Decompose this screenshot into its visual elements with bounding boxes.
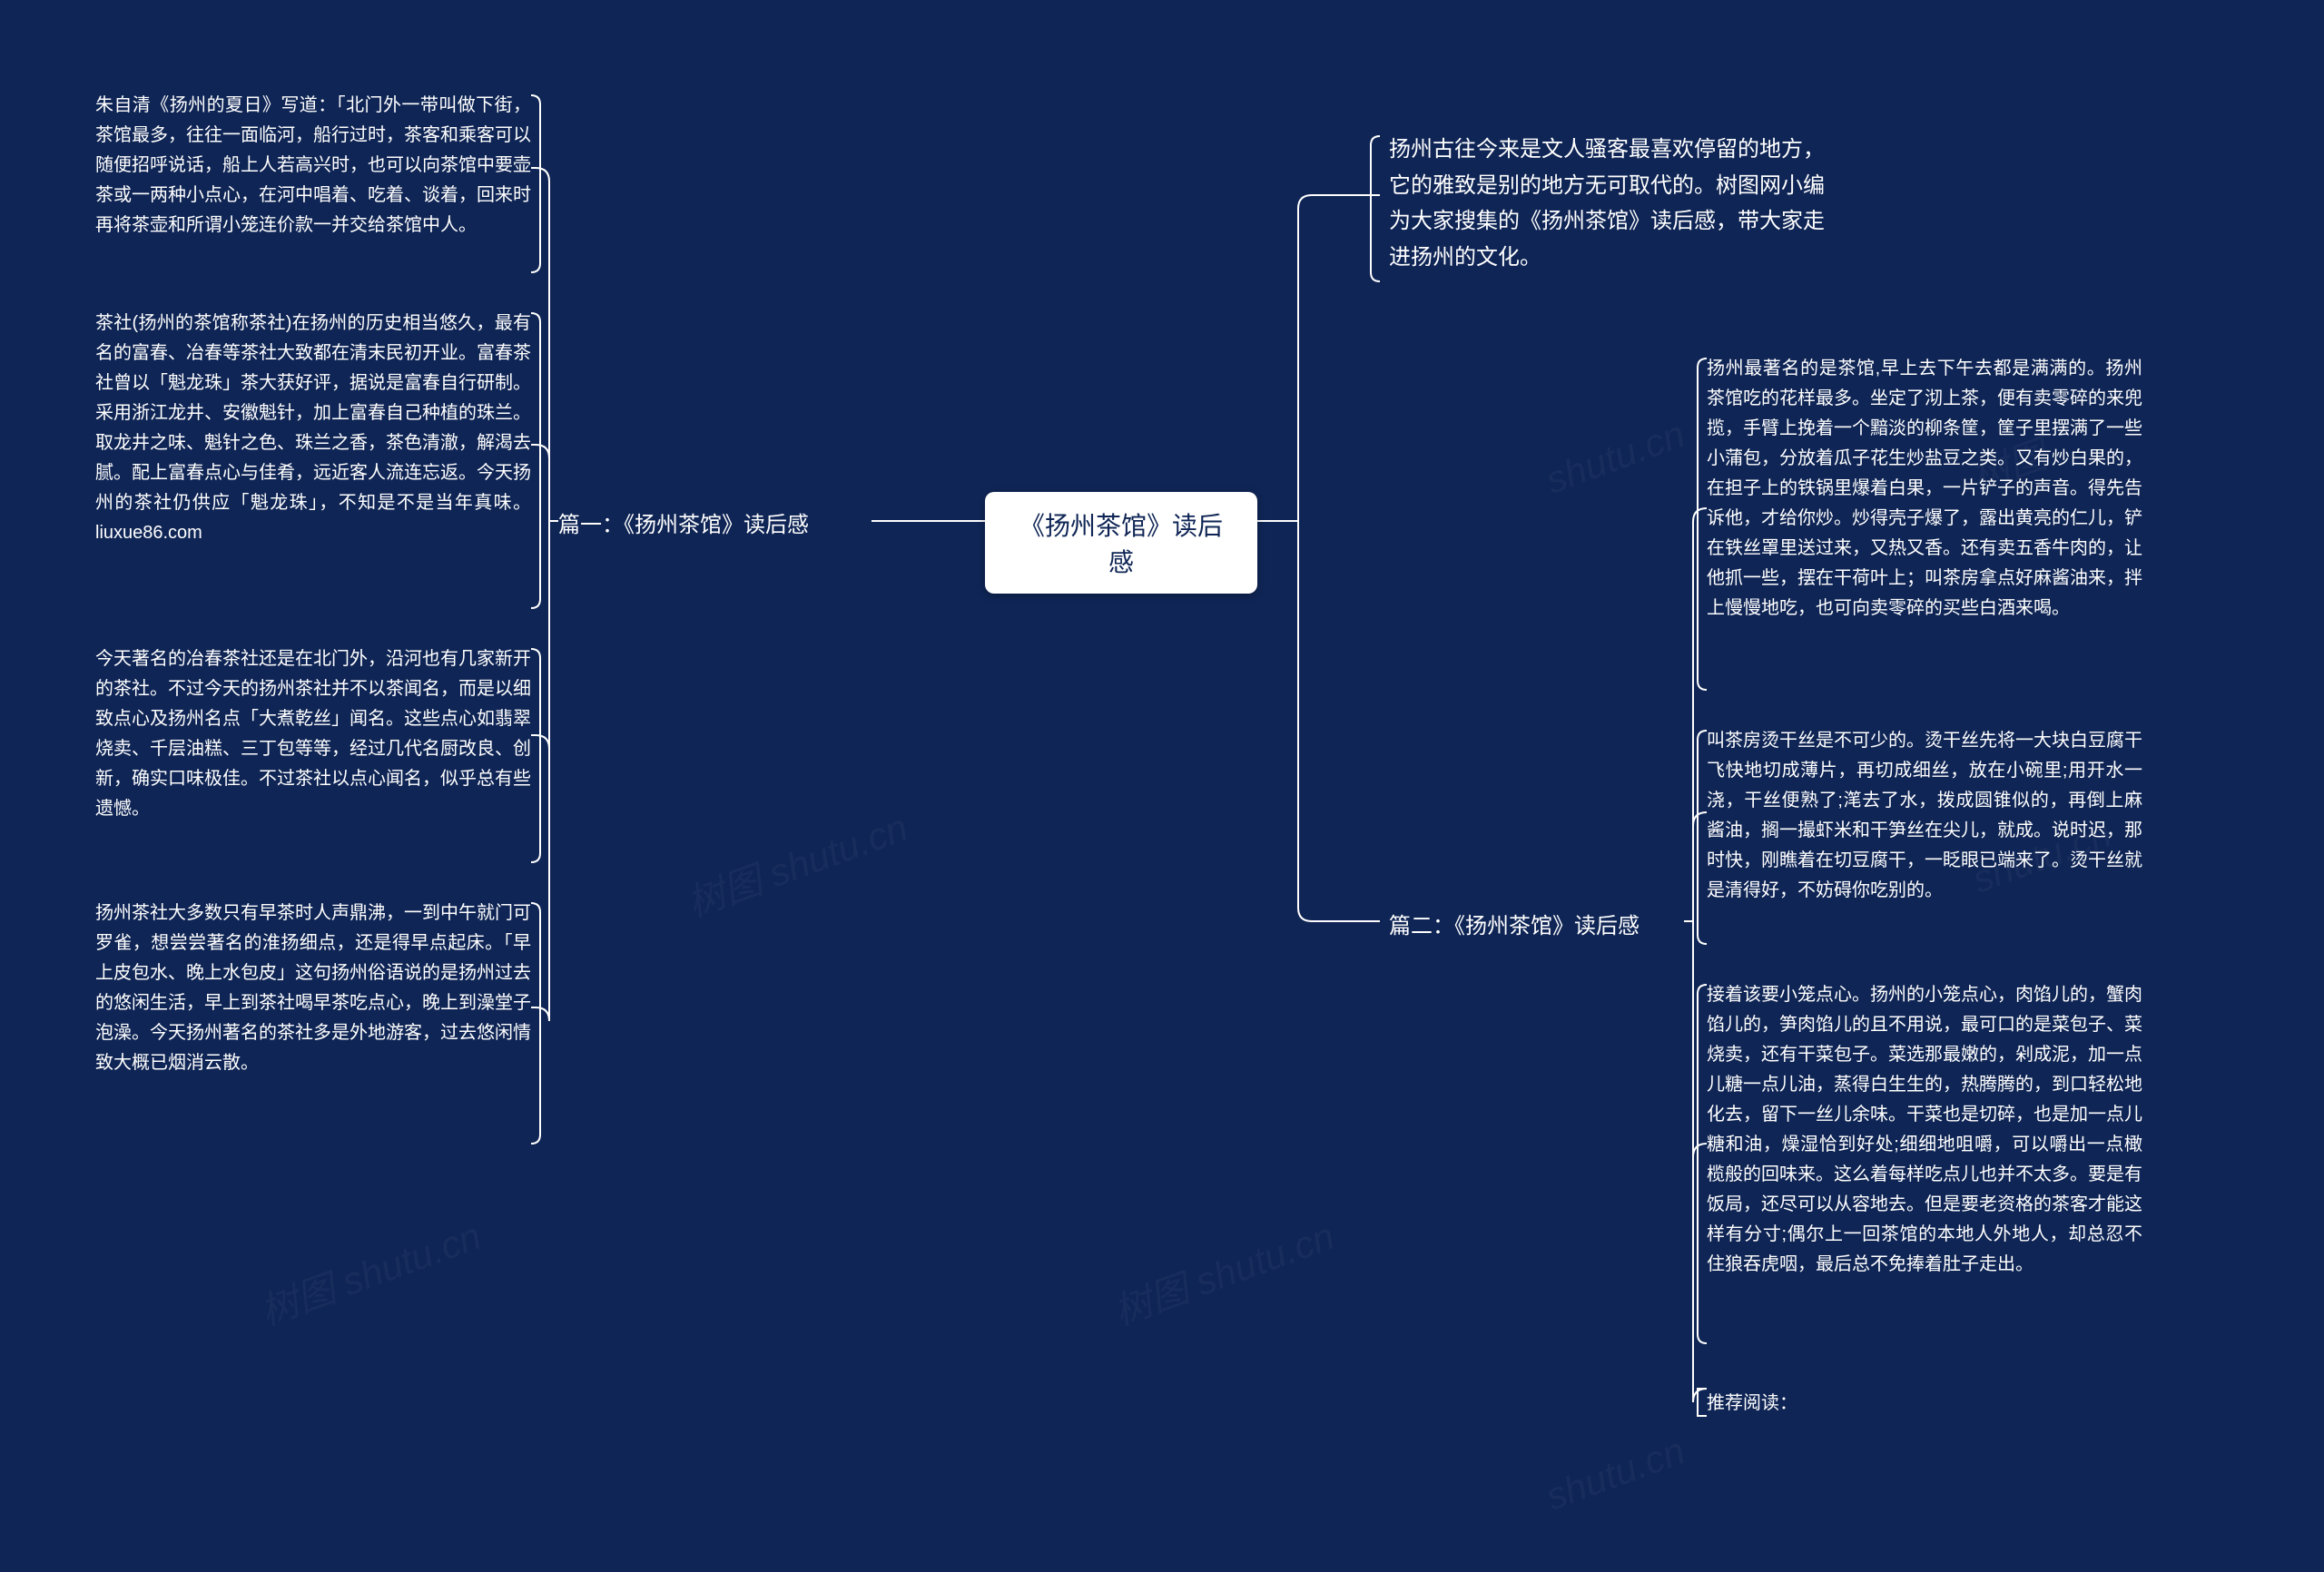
branch-right-label[interactable]: 篇二：《扬州茶馆》读后感 xyxy=(1389,908,1640,939)
branch-left-label[interactable]: 篇一：《扬州茶馆》读后感 xyxy=(558,506,809,538)
leaf-right-3: 接着该要小笼点心。扬州的小笼点心，肉馅儿的，蟹肉馅儿的，笋肉馅儿的且不用说，最可… xyxy=(1707,980,2142,1280)
leaf-left-2: 茶社(扬州的茶馆称茶社)在扬州的历史相当悠久，最有名的富春、冶春等茶社大致都在清… xyxy=(95,309,531,548)
root-node[interactable]: 《扬州茶馆》读后感 xyxy=(985,492,1257,594)
watermark: 树图 shutu.cn xyxy=(678,797,914,928)
leaf-right-4: 推荐阅读： xyxy=(1707,1389,2142,1419)
leaf-left-4: 扬州茶社大多数只有早茶时人声鼎沸，一到中午就门可罗雀，想尝尝著名的淮扬细点，还是… xyxy=(95,899,531,1078)
watermark: shutu.cn xyxy=(1541,412,1691,502)
leaf-right-intro: 扬州古往今来是文人骚客最喜欢停留的地方，它的雅致是别的地方无可取代的。树图网小编… xyxy=(1389,132,1825,275)
leaf-left-3: 今天著名的冶春茶社还是在北门外，沿河也有几家新开的茶社。不过今天的扬州茶社并不以… xyxy=(95,644,531,824)
leaf-right-1: 扬州最著名的是茶馆,早上去下午去都是满满的。扬州茶馆吃的花样最多。坐定了沏上茶，… xyxy=(1707,354,2142,624)
mindmap-canvas: 树图 shutu.cn 树图 shutu.cn 树图 shutu.cn shut… xyxy=(0,0,2324,1572)
watermark: 树图 shutu.cn xyxy=(251,1205,487,1336)
leaf-right-2: 叫茶房烫干丝是不可少的。烫干丝先将一大块白豆腐干飞快地切成薄片，再切成细丝，放在… xyxy=(1707,726,2142,906)
watermark: 树图 shutu.cn xyxy=(1105,1205,1341,1336)
leaf-left-1: 朱自清《扬州的夏日》写道：「北门外一带叫做下街，茶馆最多，往往一面临河，船行过时… xyxy=(95,91,531,241)
watermark: shutu.cn xyxy=(1541,1429,1691,1518)
